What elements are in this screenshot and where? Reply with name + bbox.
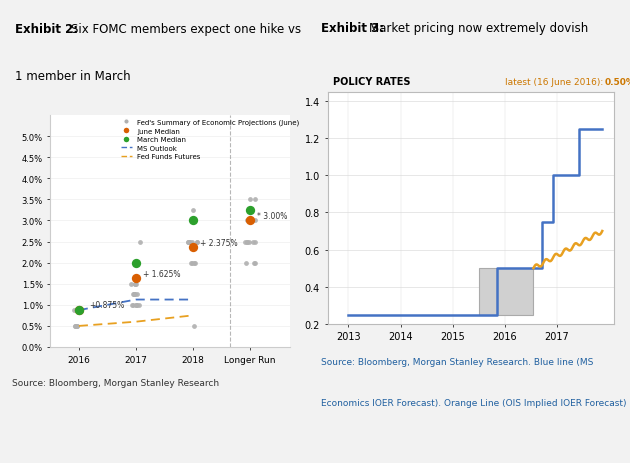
Point xyxy=(241,259,251,267)
Point xyxy=(131,259,141,267)
Point xyxy=(249,238,260,246)
Point xyxy=(129,291,139,298)
Point xyxy=(249,196,260,204)
Point xyxy=(132,281,142,288)
Point xyxy=(127,301,137,309)
Point xyxy=(192,238,202,246)
Text: Economics IOER Forecast). Orange Line (OIS Implied IOER Forecast): Economics IOER Forecast). Orange Line (O… xyxy=(321,398,627,407)
Point xyxy=(183,238,193,246)
Point xyxy=(128,291,138,298)
Point xyxy=(74,307,84,314)
Text: Six FOMC members expect one hike vs: Six FOMC members expect one hike vs xyxy=(71,23,302,36)
Point xyxy=(74,307,84,314)
Text: 0.50%: 0.50% xyxy=(604,78,630,87)
Point xyxy=(130,281,140,288)
Point xyxy=(245,196,255,204)
Point xyxy=(247,217,257,225)
Point xyxy=(188,244,198,251)
Point xyxy=(76,307,86,314)
Point xyxy=(188,217,198,225)
Text: +0.875%: +0.875% xyxy=(89,300,124,309)
Point xyxy=(128,301,138,309)
Text: Source: Bloomberg, Morgan Stanley Research. Blue line (MS: Source: Bloomberg, Morgan Stanley Resear… xyxy=(321,357,593,366)
Point xyxy=(247,217,257,225)
Text: POLICY RATES: POLICY RATES xyxy=(333,77,411,87)
Point xyxy=(186,217,196,225)
Point xyxy=(130,281,140,288)
Point xyxy=(187,259,197,267)
Point xyxy=(69,307,79,314)
Point xyxy=(245,207,255,214)
Point xyxy=(185,238,195,246)
Point xyxy=(129,291,139,298)
Point xyxy=(74,307,84,314)
Point xyxy=(73,307,83,314)
Point xyxy=(243,238,253,246)
Text: + 2.375%: + 2.375% xyxy=(200,238,238,247)
Point xyxy=(183,238,193,246)
Point xyxy=(184,238,194,246)
Point xyxy=(249,217,260,225)
Point xyxy=(70,323,80,330)
Text: Market pricing now extremely dovish: Market pricing now extremely dovish xyxy=(369,22,588,35)
Point xyxy=(129,291,139,298)
Point xyxy=(73,307,83,314)
Point xyxy=(72,323,83,330)
Text: Exhibit 3:: Exhibit 3: xyxy=(321,22,384,35)
Point xyxy=(131,301,141,309)
Point xyxy=(132,301,142,309)
Point xyxy=(130,291,140,298)
Point xyxy=(249,259,259,267)
Point xyxy=(131,301,141,309)
Point xyxy=(71,323,81,330)
Point xyxy=(190,259,200,267)
Point xyxy=(187,238,197,246)
Text: latest (16 June 2016):: latest (16 June 2016): xyxy=(505,78,607,87)
Point xyxy=(188,207,198,214)
Text: Source: Bloomberg, Morgan Stanley Research: Source: Bloomberg, Morgan Stanley Resear… xyxy=(12,378,219,387)
Point xyxy=(242,238,252,246)
Point xyxy=(70,323,80,330)
Point xyxy=(190,217,200,225)
Point xyxy=(245,217,255,225)
Point xyxy=(186,259,196,267)
Point xyxy=(248,238,258,246)
Legend: Fed's Summary of Economic Projections (June), June Median, March Median, MS Outl: Fed's Summary of Economic Projections (J… xyxy=(118,117,302,163)
Text: * 3.00%: * 3.00% xyxy=(257,212,287,221)
Point xyxy=(189,323,199,330)
Point xyxy=(240,238,250,246)
Point xyxy=(250,259,260,267)
Point xyxy=(244,238,255,246)
Point xyxy=(126,281,136,288)
Point xyxy=(134,301,144,309)
Point xyxy=(134,238,144,246)
Text: + 1.625%: + 1.625% xyxy=(143,270,180,279)
Bar xyxy=(479,269,534,315)
Point xyxy=(190,259,200,267)
Point xyxy=(242,217,252,225)
Text: 1 member in March: 1 member in March xyxy=(15,69,131,82)
Point xyxy=(192,238,202,246)
Point xyxy=(188,217,198,225)
Point xyxy=(132,291,142,298)
Point xyxy=(72,323,82,330)
Text: Exhibit 2:: Exhibit 2: xyxy=(15,23,78,36)
Point xyxy=(131,275,141,282)
